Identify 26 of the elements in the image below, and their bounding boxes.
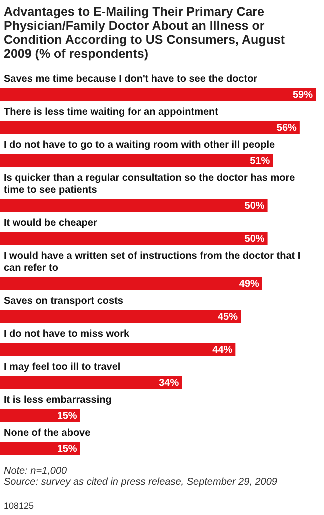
annotation: Note: n=1,000 (4, 466, 68, 477)
data-label: 44% (212, 345, 233, 356)
y-tick-label: It is less embarrassing (4, 395, 112, 406)
y-tick-label: I do not have to miss work (4, 329, 130, 340)
data-label: 50% (244, 201, 265, 212)
data-label: 59% (292, 90, 314, 101)
data-label: 15% (57, 444, 78, 455)
y-tick-label: Saves me time because I don't have to see the doctor (4, 74, 258, 85)
data-label: 34% (159, 378, 180, 389)
y-tick-label: It would be cheaper (4, 218, 98, 229)
source-note: Source: survey as cited in press release, September 29, 2009 (4, 477, 278, 488)
y-tick-label: There is less time waiting for an appointment (4, 107, 220, 118)
y-tick-label: I would have a written set of instructions from the doctor that I can refer to (4, 251, 301, 274)
chart-title: Advantages to E-Mailing Their Primary Care Physician/Family Doctor About an Illness or Condition According to US Consumers, August 2009 (% of respondents) (4, 5, 286, 61)
y-tick-label: I may feel too ill to travel (4, 362, 121, 373)
y-tick-label: Saves on transport costs (4, 296, 124, 307)
data-label: 49% (239, 279, 260, 290)
data-label: 50% (244, 234, 265, 245)
data-label: 51% (250, 156, 270, 167)
y-tick-label: None of the above (4, 428, 92, 439)
data-label: 45% (218, 312, 238, 323)
data-label: 15% (57, 411, 78, 422)
y-tick-label: I do not have to go to a waiting room with other ill people (4, 140, 276, 151)
text: 108125 (4, 501, 34, 511)
y-tick-label: Is quicker than a regular consultation so the doctor has more time to see patients (4, 173, 296, 196)
data-label: 56% (276, 123, 298, 134)
